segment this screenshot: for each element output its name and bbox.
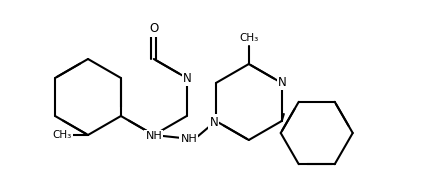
Text: CH₃: CH₃	[53, 130, 72, 140]
Text: CH₃: CH₃	[239, 33, 259, 43]
Text: N: N	[209, 115, 218, 128]
Text: O: O	[149, 23, 159, 36]
Text: N: N	[183, 72, 192, 85]
Text: N: N	[278, 75, 287, 88]
Text: NH: NH	[181, 134, 197, 144]
Text: NH: NH	[145, 131, 162, 141]
